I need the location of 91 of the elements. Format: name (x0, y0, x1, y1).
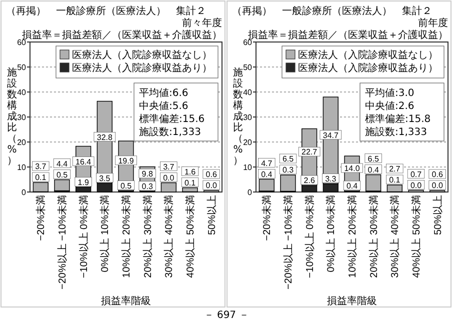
chart-title: （再掲） 一般診療所（医療法人） 集計２ (6, 5, 206, 17)
y-tick-label: 50 (17, 63, 27, 72)
annotation: 標準偏差:15.6 (139, 113, 205, 125)
x-tick-label: 50%以上 (432, 195, 444, 236)
data-label: 2.7 (389, 164, 401, 174)
y-tick-label: 40 (243, 88, 253, 97)
legend-label: 医療法人（入院診療収益なし） (298, 49, 438, 61)
y-tick-label: 20 (17, 138, 27, 147)
data-label: 3.5 (99, 174, 111, 183)
chart-title: （再掲） 一般診療所（医療法人） 集計２ (232, 5, 432, 17)
y-tick-label: 50 (243, 63, 253, 72)
x-tick-label: 0%以上 10%未満 (325, 195, 338, 272)
y-tick-label: 0 (248, 188, 253, 197)
x-tick-label: 20%以上 30%未満 (368, 195, 380, 278)
data-label: 0.5 (56, 170, 68, 180)
data-label: 0.6 (206, 170, 218, 179)
data-label: 2.6 (304, 176, 316, 185)
annotation: 施設数:1,333 (139, 126, 201, 138)
data-label: 4.4 (56, 159, 68, 168)
legend-label: 医療法人（入院診療収益なし） (72, 49, 212, 61)
y-tick-label: 10 (17, 163, 27, 172)
x-tick-label: 30%以上 40%未満 (389, 195, 402, 278)
data-label: 9.8 (142, 170, 154, 178)
x-tick-label: −10%以上 0%未満 (304, 195, 316, 278)
data-label: 32.8 (96, 132, 113, 142)
data-label: 1.9 (78, 178, 90, 187)
annotation: 標準偏差:15.8 (365, 113, 431, 125)
y-tick-label: 30 (17, 113, 27, 122)
data-label: 0.5 (120, 181, 132, 190)
data-label: 0.0 (432, 181, 444, 190)
data-label: 0.0 (206, 181, 218, 190)
data-label: 3.7 (163, 162, 175, 172)
data-label: 6.5 (282, 154, 294, 164)
annotation: 中央値:2.6 (365, 100, 414, 112)
data-label: 22.7 (302, 148, 318, 157)
text: － 697 － (204, 310, 250, 320)
data-label: 16.4 (76, 157, 92, 166)
y-tick-label: 60 (243, 38, 253, 47)
x-tick-label: −20%以上 −10%未満 (282, 195, 294, 290)
text: 損益率＝損益差額／（医業収益＋介護収益） (22, 29, 222, 41)
data-label: 0.1 (389, 176, 401, 184)
data-label: 0.3 (142, 182, 154, 191)
x-tick-label: 40%以上 50%未満 (184, 195, 196, 278)
data-label: 0.0 (410, 180, 422, 190)
x-tick-label: −20%以上 −10%未満 (56, 195, 68, 290)
data-label: 0.1 (35, 173, 47, 182)
x-tick-label: 20%以上 30%未満 (142, 195, 154, 278)
x-tick-label: 30%以上 40%未満 (163, 195, 176, 278)
x-axis-title: 損益率階級 (101, 295, 151, 307)
data-label: 3.7 (35, 162, 47, 171)
y-tick-label: 30 (243, 113, 253, 122)
data-label: 3.3 (325, 174, 337, 184)
data-label: 34.7 (322, 130, 339, 140)
text: 施設数構成比（%） (233, 68, 243, 166)
x-tick-label: 40%以上 50%未満 (410, 195, 422, 278)
x-tick-label: 0%以上 10%未満 (99, 195, 112, 272)
x-tick-label: −10%以上 0%未満 (78, 195, 90, 278)
text: 施設数構成比（%） (7, 68, 17, 166)
chart-subtitle: 前年度 (418, 17, 448, 29)
data-label: 0.7 (410, 170, 422, 179)
data-label: 4.7 (261, 158, 273, 168)
data-label: 14.0 (344, 164, 360, 173)
y-tick-label: 10 (243, 163, 253, 172)
x-tick-label: −20%未満 (35, 195, 48, 241)
y-tick-label: 0 (22, 188, 27, 197)
x-tick-label: 10%以上 20%未満 (120, 195, 132, 278)
x-tick-label: −20%未満 (261, 195, 274, 241)
text: 損益率＝損益差額／（医業収益＋介護収益） (248, 29, 448, 41)
x-tick-label: 50%以上 (206, 195, 218, 236)
data-label: 0.4 (346, 182, 358, 190)
data-label: 6.5 (368, 154, 380, 164)
data-label: 0.0 (163, 173, 175, 182)
annotation: 中央値:5.6 (139, 100, 188, 112)
legend-label: 医療法人（入院診療収益あり） (298, 62, 438, 74)
data-label: 1.6 (184, 167, 196, 176)
chart-subtitle: 前々年度 (182, 17, 222, 29)
annotation: 平均値:6.6 (139, 87, 188, 99)
y-tick-label: 60 (17, 38, 27, 47)
data-label: 0.1 (184, 178, 196, 188)
y-tick-label: 40 (17, 88, 27, 97)
x-axis-title: 損益率階級 (327, 295, 377, 307)
y-tick-label: 20 (243, 138, 253, 147)
legend-label: 医療法人（入院診療収益あり） (72, 62, 212, 74)
annotation: 施設数:1,333 (365, 126, 427, 138)
data-label: 0.4 (368, 165, 380, 174)
data-label: 19.9 (118, 156, 134, 166)
data-label: 0.4 (261, 170, 273, 179)
data-label: 0.3 (282, 166, 294, 174)
annotation: 平均値:3.0 (365, 87, 414, 99)
data-label: 0.6 (432, 170, 444, 179)
x-tick-label: 10%以上 20%未満 (346, 195, 358, 278)
